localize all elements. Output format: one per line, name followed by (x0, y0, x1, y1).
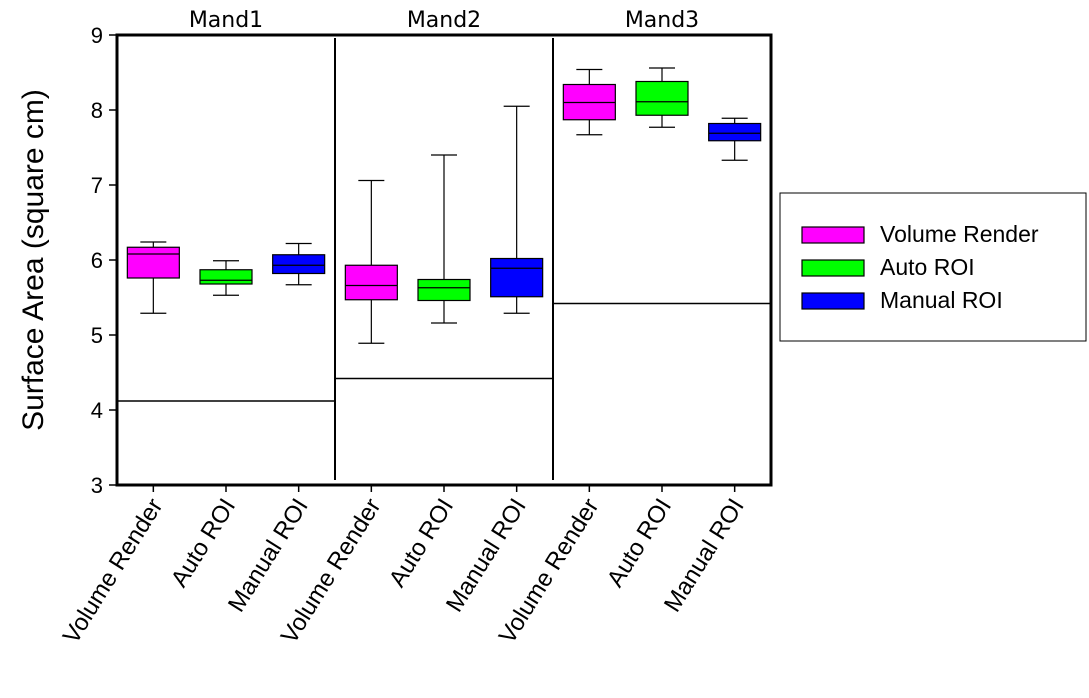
legend: Volume Render Auto ROI Manual ROI (779, 192, 1087, 342)
y-axis-label: Surface Area (square cm) (17, 89, 50, 431)
legend-swatch (801, 292, 865, 310)
box-iqr (126, 246, 180, 279)
group-label: Mand3 (625, 8, 699, 33)
y-tick-label: 5 (91, 323, 103, 348)
box-iqr (272, 254, 326, 275)
box-iqr (417, 278, 471, 302)
y-tick-label: 7 (91, 173, 103, 198)
boxes (126, 67, 762, 344)
x-tick-label: Auto ROI (384, 494, 459, 592)
box-iqr (199, 269, 253, 285)
box-iqr (635, 80, 689, 116)
y-tick-label: 8 (91, 98, 103, 123)
box-iqr (708, 122, 762, 142)
legend-label: Manual ROI (880, 287, 1003, 313)
x-tick-label: Auto ROI (602, 494, 677, 592)
axes (109, 33, 773, 492)
y-tick-label: 4 (91, 398, 103, 423)
legend-label: Auto ROI (880, 254, 975, 280)
legend-label: Volume Render (880, 221, 1039, 247)
group-separators (334, 38, 554, 480)
x-tick-label: Auto ROI (166, 494, 241, 592)
group-label: Mand1 (189, 8, 263, 33)
legend-swatch (801, 259, 865, 277)
box-iqr (344, 264, 398, 301)
group-label: Mand2 (407, 8, 481, 33)
box-iqr (490, 257, 544, 298)
y-tick-label: 9 (91, 23, 103, 48)
y-tick-label: 6 (91, 248, 103, 273)
legend-swatch (801, 226, 865, 244)
x-tick-label: Volume Render (58, 494, 169, 649)
y-tick-label: 3 (91, 473, 103, 498)
reference-lines (117, 302, 771, 402)
